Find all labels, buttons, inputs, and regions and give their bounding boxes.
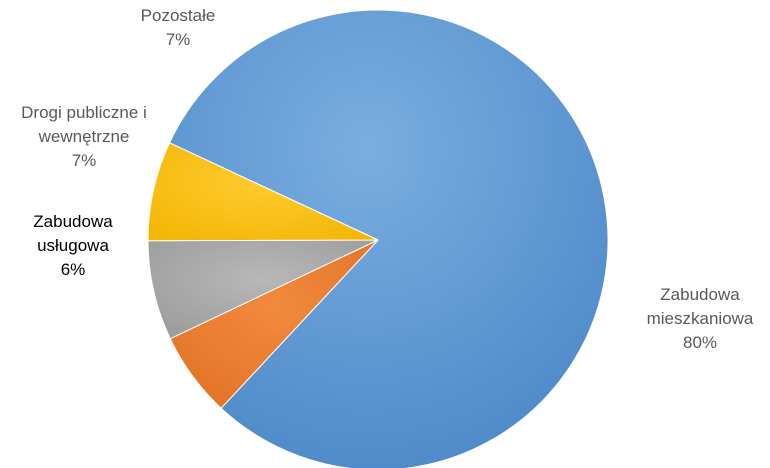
slice-pozostale	[147, 142, 379, 242]
data-label-text: mieszkaniowa	[647, 309, 754, 328]
data-label-pozostale: Pozostałe 7%	[141, 6, 216, 49]
slice-drogi	[147, 239, 379, 340]
data-label-text: wewnętrzne	[38, 127, 130, 146]
slice-zabudowa-mieszkaniowa	[168, 9, 609, 468]
data-label-percent: 80%	[683, 333, 717, 352]
data-label-drogi: Drogi publiczne i wewnętrzne 7%	[21, 103, 147, 170]
data-label-text: Zabudowa	[660, 285, 740, 304]
data-label-text: Zabudowa	[33, 212, 113, 231]
data-label-percent: 6%	[61, 260, 86, 279]
data-label-text: Drogi publiczne i	[21, 103, 147, 122]
data-label-text: usługowa	[37, 236, 109, 255]
data-label-zabudowa-mieszkaniowa: Zabudowa mieszkaniowa 80%	[647, 285, 754, 352]
data-label-percent: 7%	[166, 30, 191, 49]
data-label-text: Pozostałe	[141, 6, 216, 25]
data-label-zabudowa-uslugowa: Zabudowa usługowa 6%	[33, 212, 113, 279]
data-label-percent: 7%	[72, 151, 97, 170]
